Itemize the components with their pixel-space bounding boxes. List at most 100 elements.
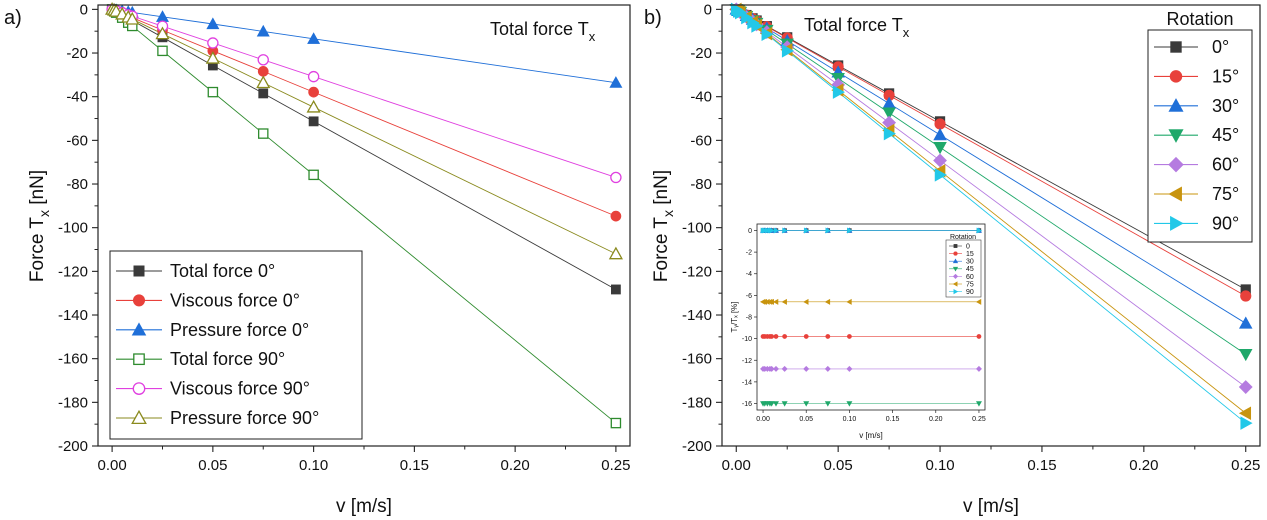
data-point-6-9 [883,126,896,141]
x-tick-label: 0.00 [722,457,751,474]
inset-point-5-8 [824,298,831,305]
y-tick-label: -200 [58,438,88,455]
data-point-3-9 [882,107,896,120]
legend-marker [132,382,146,395]
inset-legend-entry: 15 [966,251,974,258]
inset-point-3-5 [773,401,779,407]
y-tick-label: -60 [690,132,712,149]
inset-point-5-6 [781,298,787,305]
inset-y-tick-label: -6 [746,293,752,300]
inset-y-tick-label: -10 [742,336,752,343]
series-line-0 [111,8,617,290]
panel-a-ylabel: Force Tx [nN] [27,170,52,282]
data-point-2-9 [307,32,321,44]
data-point-4-10 [933,153,947,168]
inset-xlabel: v [m/s] [859,431,883,440]
legend-entry: Viscous force 0° [170,290,300,310]
y-tick-label: -160 [682,351,712,368]
inset-y-tick-label: -16 [742,401,752,408]
inset-point-1-4 [769,334,775,339]
legend-entry: 75° [1212,184,1239,204]
legend-marker [1168,156,1184,173]
x-tick-label: 0.00 [98,457,127,474]
data-point-0-8 [258,88,269,99]
inset-point-6-10 [976,227,983,234]
legend-marker [132,294,146,307]
panel-b-label: b) [644,7,662,29]
x-tick-label: 0.05 [198,457,227,474]
inset-legend-entry: 30 [966,259,974,266]
data-point-5-11 [1238,406,1252,421]
inset-point-1-9 [847,334,852,339]
panel-b-legend-title: Rotation [1166,9,1233,29]
inset-point-1-10 [976,334,982,339]
legend-entry: 60° [1212,155,1239,175]
inset-point-6-6 [782,227,788,234]
data-point-4-7 [207,37,219,49]
y-tick-label: -180 [58,394,88,411]
legend-entry: 30° [1212,96,1239,116]
inset-point-4-7 [803,365,810,372]
data-point-1-8 [257,66,269,77]
data-point-6-10 [934,168,947,182]
legend-entry: 45° [1212,125,1239,145]
inset-point-6-7 [803,227,810,234]
data-point-3-6 [157,45,168,57]
inset-point-6-9 [847,227,853,234]
inset-y-tick-label: -2 [746,250,752,257]
inset-x-tick-label: 0.05 [799,416,813,423]
panel-b-legend: Rotation 0° 15° 30° 45° 60° 75° 90° [1147,9,1253,243]
legend-entry: Total force 90° [170,349,285,369]
inset-legend-marker [952,266,959,272]
inset-legend-entry: 0 [966,243,970,250]
inset-point-5-9 [846,298,852,305]
panel-a-chart: a) 0.00 0.05 0.10 0.15 0.20 0.25 0 -20 -40 -60 -80… [4,1,631,517]
inset-point-4-9 [846,365,853,372]
data-point-0-9 [308,116,319,127]
inset-legend-entry: 45 [966,266,974,273]
panel-b-ylabel: Force Tx [nN] [651,170,676,282]
y-tick-label: -180 [682,394,712,411]
data-point-4-8 [257,54,269,66]
y-tick-label: -100 [682,220,712,237]
inset-point-6-1 [762,227,768,234]
inset-legend-marker [952,258,959,264]
panel-b-xlabel: v [m/s] [963,496,1019,517]
legend-marker [1170,41,1182,53]
data-point-2-9 [882,96,896,109]
inset-point-1-8 [825,334,831,339]
inset-y-tick-label: 0 [748,228,752,235]
x-tick-label: 0.25 [1231,457,1260,474]
legend-entry: Pressure force 90° [170,408,319,428]
data-point-3-10 [610,417,622,429]
data-point-6-5 [751,19,764,33]
data-point-6-8 [832,85,846,99]
legend-marker [1168,186,1182,202]
inset-y-tick-label: -4 [746,271,752,278]
panel-a-label: a) [4,7,22,29]
inset-x-tick-label: 0.20 [929,416,943,423]
panel-a-legend: Total force 0° Viscous force 0° Pressure f… [109,250,363,440]
legend-entry: 90° [1212,213,1239,233]
inset-point-3-10 [975,401,982,407]
inset-ylabel: Tᵧ/Tₓ [%] [730,302,739,333]
data-point-6-11 [1240,416,1253,430]
x-tick-label: 0.10 [925,457,954,474]
inset-point-6-4 [769,227,775,234]
y-tick-label: -60 [66,132,88,149]
inset-point-4-6 [781,365,788,372]
inset-point-4-8 [824,365,831,372]
inset-point-3-7 [803,401,810,407]
inset-legend-marker [953,244,958,248]
data-point-4-11 [1238,380,1253,394]
data-point-2-10 [609,76,623,88]
inset-point-1-5 [773,334,779,339]
data-point-1-10 [934,118,946,130]
inset-point-6-8 [825,227,831,234]
x-tick-label: 0.10 [299,457,328,474]
legend-entry: 0° [1212,37,1229,57]
x-tick-label: 0.20 [1129,457,1158,474]
inset-y-tick-label: -14 [742,379,752,386]
y-tick-label: 0 [704,1,712,18]
